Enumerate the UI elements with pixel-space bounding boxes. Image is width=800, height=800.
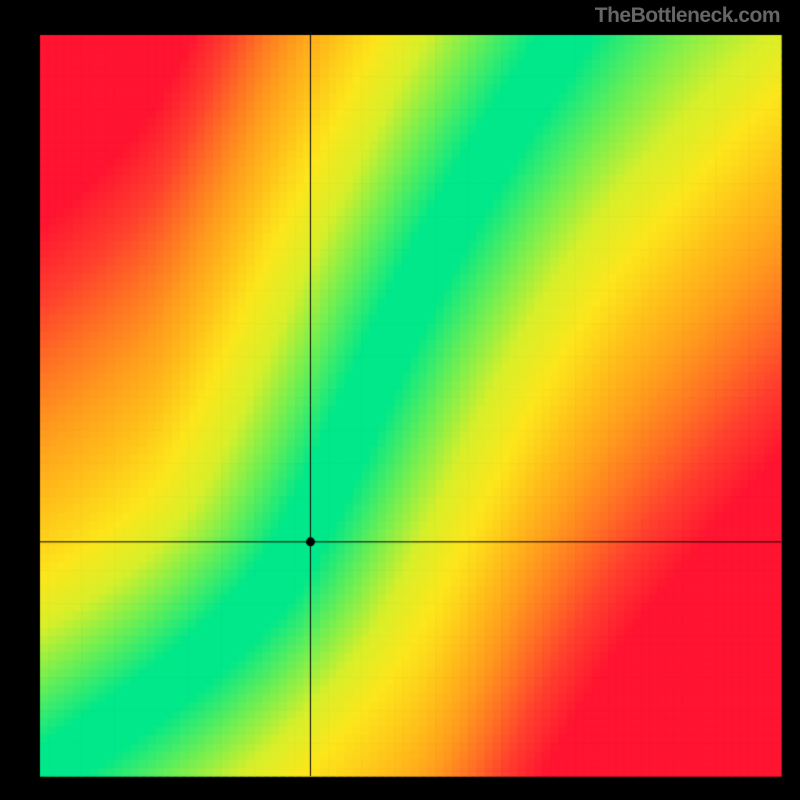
watermark-text: TheBottleneck.com bbox=[595, 4, 780, 28]
bottleneck-heatmap bbox=[0, 0, 800, 800]
